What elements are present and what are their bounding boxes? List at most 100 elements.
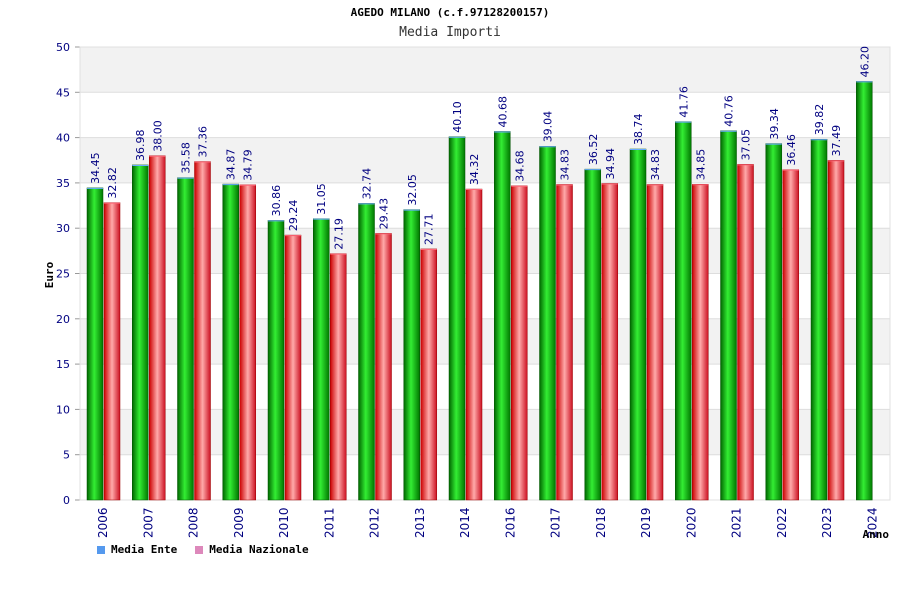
bar-media-ente-2020 [675, 121, 692, 501]
data-label: 31.05 [315, 183, 328, 215]
bar-media-ente-2018 [584, 168, 602, 501]
bar-media-nazionale-2011 [330, 253, 347, 501]
plot-band [80, 137, 890, 183]
data-label: 36.98 [134, 129, 147, 161]
bar-media-nazionale-2020 [692, 184, 709, 501]
data-label: 37.36 [197, 126, 210, 158]
chart-title: AGEDO MILANO (c.f.97128200157) [350, 6, 550, 19]
x-tick-label: 2006 [96, 507, 110, 538]
x-axis-label: Anno [863, 528, 890, 541]
data-label: 39.82 [813, 104, 826, 136]
legend-swatch-media-nazionale [195, 545, 204, 554]
data-label: 34.85 [694, 149, 707, 181]
data-label: 46.20 [858, 46, 871, 78]
bar-media-nazionale-2008 [194, 161, 211, 501]
y-tick-label: 30 [56, 222, 70, 235]
bar-media-ente-2009 [222, 183, 240, 501]
plot-band [80, 364, 890, 410]
bar-media-ente-2014 [448, 136, 466, 501]
data-label: 34.32 [468, 154, 481, 186]
data-label: 38.74 [632, 114, 645, 146]
data-label: 35.58 [180, 142, 193, 174]
data-label: 27.71 [423, 213, 436, 245]
data-label: 41.76 [677, 86, 690, 118]
x-tick-label: 2017 [549, 507, 563, 538]
bar-media-nazionale-2023 [827, 160, 845, 501]
y-tick-label: 40 [56, 132, 70, 145]
x-tick-label: 2019 [639, 507, 653, 538]
legend: Media Ente Media Nazionale [97, 543, 309, 556]
bar-media-ente-2011 [313, 218, 330, 501]
x-tick-label: 2009 [232, 507, 246, 538]
bar-media-ente-2012 [358, 203, 375, 501]
chart-subtitle: Media Importi [399, 25, 501, 40]
plot-band [80, 454, 890, 500]
data-label: 34.87 [225, 149, 238, 181]
data-label: 40.68 [496, 96, 509, 128]
data-label: 34.83 [559, 149, 572, 181]
bar-media-nazionale-2012 [375, 233, 392, 501]
data-label: 39.04 [542, 111, 555, 143]
bar-media-ente-2017 [539, 146, 556, 501]
data-label: 32.74 [361, 168, 374, 200]
plot-band [80, 182, 890, 229]
data-label: 29.24 [287, 200, 300, 232]
data-label: 34.79 [242, 149, 255, 181]
data-label: 34.68 [513, 150, 526, 182]
legend-label-media-ente: Media Ente [111, 543, 178, 556]
y-tick-label: 10 [56, 403, 70, 416]
bar-media-nazionale-2010 [284, 234, 302, 501]
bar-media-ente-2010 [267, 220, 285, 501]
x-tick-label: 2012 [368, 507, 382, 538]
x-tick-label: 2021 [730, 507, 744, 538]
data-label: 34.45 [89, 152, 102, 184]
x-tick-label: 2020 [684, 507, 698, 538]
plot-band [80, 228, 890, 274]
data-label: 30.86 [270, 185, 283, 217]
bar-media-ente-2022 [765, 143, 783, 501]
y-tick-label: 25 [56, 268, 70, 281]
x-tick-label: 2010 [277, 507, 291, 538]
x-tick-label: 2011 [322, 507, 336, 538]
data-label: 36.52 [587, 134, 600, 166]
bar-media-ente-2016 [494, 131, 511, 501]
bar-media-ente-2008 [177, 177, 194, 501]
bar-media-nazionale-2022 [782, 169, 800, 501]
bar-media-nazionale-2009 [239, 184, 257, 501]
bar-media-ente-2024 [856, 81, 873, 501]
y-tick-label: 15 [56, 358, 70, 371]
bar-media-nazionale-2016 [511, 185, 528, 501]
x-tick-label: 2016 [503, 507, 517, 538]
data-label: 38.00 [151, 120, 164, 152]
bar-media-nazionale-2017 [556, 184, 573, 501]
plot-band [80, 409, 890, 455]
plot-band [80, 318, 890, 365]
y-axis-label: Euro [43, 261, 56, 288]
bar-media-nazionale-2013 [420, 248, 438, 501]
data-label: 27.19 [332, 218, 345, 250]
legend-item-media-nazionale: Media Nazionale [195, 543, 309, 556]
data-label: 32.82 [106, 167, 119, 199]
x-tick-label: 2022 [775, 507, 789, 538]
bar-media-nazionale-2007 [149, 155, 166, 501]
plot-band [80, 92, 890, 138]
legend-swatch-media-ente [97, 545, 105, 554]
bar-media-ente-2019 [629, 148, 647, 501]
y-tick-label: 0 [63, 494, 70, 507]
bar-media-ente-2013 [403, 209, 421, 501]
data-label: 32.05 [406, 174, 419, 206]
bar-media-nazionale-2018 [601, 183, 619, 501]
legend-item-media-ente: Media Ente [97, 543, 177, 556]
data-label: 29.43 [378, 198, 391, 230]
bar-media-nazionale-2006 [103, 202, 121, 501]
data-label: 40.10 [451, 101, 464, 133]
data-label: 36.46 [785, 134, 798, 166]
x-tick-label: 2024 [865, 507, 879, 538]
plot-frame [79, 46, 891, 501]
data-label: 37.05 [740, 129, 753, 161]
data-label: 39.34 [768, 108, 781, 140]
bar-media-nazionale-2021 [737, 164, 754, 501]
data-label: 34.83 [649, 149, 662, 181]
x-tick-label: 2018 [594, 507, 608, 538]
